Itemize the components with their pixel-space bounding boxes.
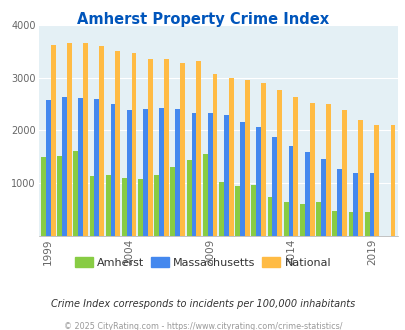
Bar <box>126 110 131 236</box>
Bar <box>83 43 88 236</box>
Bar <box>202 154 207 236</box>
Bar <box>309 103 314 236</box>
Bar <box>293 97 298 236</box>
Bar <box>234 186 239 236</box>
Bar <box>143 109 147 236</box>
Bar <box>244 80 249 236</box>
Bar <box>186 160 191 236</box>
Bar <box>147 58 152 236</box>
Bar <box>154 175 159 236</box>
Bar <box>159 108 164 236</box>
Bar <box>288 146 293 236</box>
Legend: Amherst, Massachusetts, National: Amherst, Massachusetts, National <box>70 253 335 272</box>
Bar <box>332 211 337 236</box>
Bar <box>78 98 83 236</box>
Bar <box>138 179 143 236</box>
Bar <box>369 173 373 236</box>
Bar <box>260 83 265 236</box>
Bar <box>304 152 309 236</box>
Bar <box>122 178 126 236</box>
Bar <box>320 159 325 236</box>
Bar <box>41 157 46 236</box>
Bar <box>99 46 104 236</box>
Bar <box>207 113 212 236</box>
Bar <box>283 202 288 236</box>
Bar <box>191 113 196 236</box>
Bar <box>239 122 244 236</box>
Bar <box>277 90 281 236</box>
Bar <box>325 105 330 236</box>
Bar <box>337 169 341 236</box>
Bar <box>299 204 304 236</box>
Bar <box>62 97 67 236</box>
Bar <box>223 115 228 236</box>
Bar <box>180 63 185 236</box>
Bar <box>251 185 256 236</box>
Bar <box>51 45 55 236</box>
Bar <box>115 50 120 236</box>
Text: © 2025 CityRating.com - https://www.cityrating.com/crime-statistics/: © 2025 CityRating.com - https://www.city… <box>64 322 341 330</box>
Bar <box>131 53 136 236</box>
Bar <box>164 59 168 236</box>
Bar <box>256 127 260 236</box>
Bar <box>357 120 362 236</box>
Bar <box>352 173 357 236</box>
Bar <box>67 43 72 236</box>
Bar <box>212 74 217 236</box>
Bar <box>347 212 352 236</box>
Bar <box>110 105 115 236</box>
Bar <box>267 197 272 236</box>
Text: Amherst Property Crime Index: Amherst Property Crime Index <box>77 12 328 26</box>
Bar <box>90 176 94 236</box>
Bar <box>272 137 277 236</box>
Bar <box>94 99 99 236</box>
Text: Crime Index corresponds to incidents per 100,000 inhabitants: Crime Index corresponds to incidents per… <box>51 299 354 309</box>
Bar <box>57 156 62 236</box>
Bar <box>196 61 201 236</box>
Bar <box>315 202 320 236</box>
Bar <box>390 124 394 236</box>
Bar <box>175 109 180 236</box>
Bar <box>46 100 51 236</box>
Bar <box>228 78 233 236</box>
Bar <box>170 167 175 236</box>
Bar <box>105 175 110 236</box>
Bar <box>218 182 223 236</box>
Bar <box>341 110 346 236</box>
Bar <box>373 124 378 236</box>
Bar <box>73 151 78 236</box>
Bar <box>364 212 369 236</box>
